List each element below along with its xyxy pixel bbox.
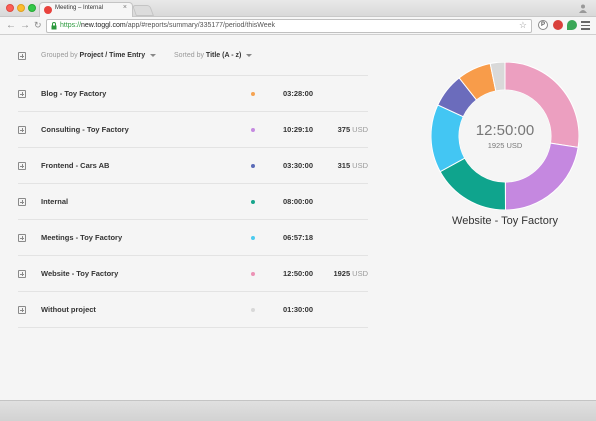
url-path: /app/#reports/summary/335177/period/this… (125, 22, 276, 29)
divider (18, 255, 368, 256)
amount-currency: USD (352, 125, 368, 134)
amount-currency: USD (352, 269, 368, 278)
back-arrow-icon[interactable]: ← (6, 20, 16, 31)
project-color-dot (251, 308, 255, 312)
grouped-by-dropdown[interactable]: Grouped by Project / Time Entry (41, 52, 157, 59)
project-duration: 03:30:00 (283, 161, 314, 170)
project-amount (330, 305, 368, 314)
project-amount (330, 233, 368, 242)
donut-hole (459, 90, 551, 182)
project-color-dot (251, 272, 255, 276)
url-text: https://new.toggl.com/app/#reports/summa… (60, 22, 275, 29)
project-amount (330, 89, 368, 98)
new-tab-button[interactable] (131, 5, 155, 16)
expand-row-icon[interactable] (18, 90, 26, 98)
menu-icon[interactable] (581, 21, 590, 32)
expand-row-icon[interactable] (18, 306, 26, 314)
reload-icon[interactable]: ↻ (34, 20, 42, 30)
url-scheme: https:// (60, 22, 82, 29)
extension-block-icon[interactable] (553, 20, 563, 30)
browser-status-bar (0, 400, 596, 421)
expand-row-icon[interactable] (18, 198, 26, 206)
sorted-by-value: Title (A - z) (205, 52, 242, 59)
project-color-dot (251, 128, 255, 132)
project-row[interactable]: Frontend - Cars AB 03:30:00 315 USD (0, 148, 380, 184)
url-host: new.toggl.com (81, 22, 126, 29)
window-close-button[interactable] (6, 4, 14, 12)
report-header: Grouped by Project / Time Entry Sorted b… (0, 50, 380, 62)
browser-tab[interactable]: Meeting – Internal × (39, 2, 133, 17)
forward-arrow-icon[interactable]: → (20, 20, 30, 31)
tab-close-icon[interactable]: × (122, 4, 127, 11)
expand-all-icon[interactable] (18, 52, 26, 60)
project-row[interactable]: Blog - Toy Factory 03:28:00 (0, 76, 380, 112)
project-title: Internal (41, 197, 69, 206)
browser-toolbar: ← → ↻ https://new.toggl.com/app/#reports… (0, 17, 596, 35)
amount-currency: USD (352, 161, 368, 170)
project-amount: 1925 USD (330, 269, 368, 278)
divider (18, 291, 368, 292)
project-title: Without project (41, 305, 96, 314)
project-duration: 01:30:00 (283, 305, 314, 314)
divider (18, 147, 368, 148)
divider (18, 219, 368, 220)
divider (18, 327, 368, 328)
project-row[interactable]: Internal 08:00:00 (0, 184, 380, 220)
expand-row-icon[interactable] (18, 162, 26, 170)
project-title: Frontend - Cars AB (41, 161, 110, 170)
chevron-down-icon (246, 53, 253, 57)
amount-value: 315 (337, 161, 351, 170)
browser-tab-strip: Meeting – Internal × (0, 0, 596, 17)
project-title: Consulting - Toy Factory (41, 125, 129, 134)
project-color-dot (251, 200, 255, 204)
expand-row-icon[interactable] (18, 270, 26, 278)
project-amount (330, 197, 368, 206)
project-title: Blog - Toy Factory (41, 89, 107, 98)
chevron-down-icon (150, 53, 157, 57)
grouped-by-value: Project / Time Entry (79, 52, 146, 59)
window-maximize-button[interactable] (28, 4, 36, 12)
amount-value: 1925 (333, 269, 351, 278)
amount-value: 375 (337, 125, 351, 134)
project-amount: 315 USD (330, 161, 368, 170)
project-color-dot (251, 236, 255, 240)
project-color-dot (251, 164, 255, 168)
project-title: Website - Toy Factory (41, 269, 119, 278)
report-page: Grouped by Project / Time Entry Sorted b… (0, 36, 596, 400)
project-amount: 375 USD (330, 125, 368, 134)
extension-leaf-icon[interactable] (567, 20, 577, 30)
grouped-by-label: Grouped by (41, 52, 78, 59)
project-color-dot (251, 92, 255, 96)
divider (18, 111, 368, 112)
project-duration: 10:29:10 (283, 125, 314, 134)
profile-icon[interactable] (578, 3, 588, 13)
selected-project-title: Website - Toy Factory (452, 215, 558, 227)
divider (18, 183, 368, 184)
project-row[interactable]: Website - Toy Factory 12:50:00 1925 USD (0, 256, 380, 292)
project-duration: 06:57:18 (283, 233, 314, 242)
donut-center-amount: 1925 USD (487, 141, 523, 150)
donut-center-time: 12:50:00 (475, 122, 535, 139)
expand-row-icon[interactable] (18, 234, 26, 242)
project-title: Meetings - Toy Factory (41, 233, 123, 242)
lock-icon (51, 22, 57, 30)
project-row[interactable]: Without project 01:30:00 (0, 292, 380, 328)
window-minimize-button[interactable] (17, 4, 25, 12)
project-row[interactable]: Meetings - Toy Factory 06:57:18 (0, 220, 380, 256)
address-bar[interactable]: https://new.toggl.com/app/#reports/summa… (46, 19, 532, 33)
tab-title: Meeting – Internal (55, 5, 104, 11)
project-duration: 03:28:00 (283, 89, 314, 98)
project-donut-chart[interactable] (431, 62, 579, 210)
expand-row-icon[interactable] (18, 126, 26, 134)
divider (18, 75, 368, 76)
project-row[interactable]: Consulting - Toy Factory 10:29:10 375 USD (0, 112, 380, 148)
bookmark-star-icon[interactable]: ☆ (518, 20, 527, 30)
toggl-favicon-icon (44, 6, 52, 14)
extension-p-icon[interactable]: P (538, 20, 548, 30)
sorted-by-dropdown[interactable]: Sorted by Title (A - z) (174, 52, 253, 59)
project-duration: 08:00:00 (283, 197, 314, 206)
project-duration: 12:50:00 (283, 269, 314, 278)
sorted-by-label: Sorted by (174, 52, 204, 59)
